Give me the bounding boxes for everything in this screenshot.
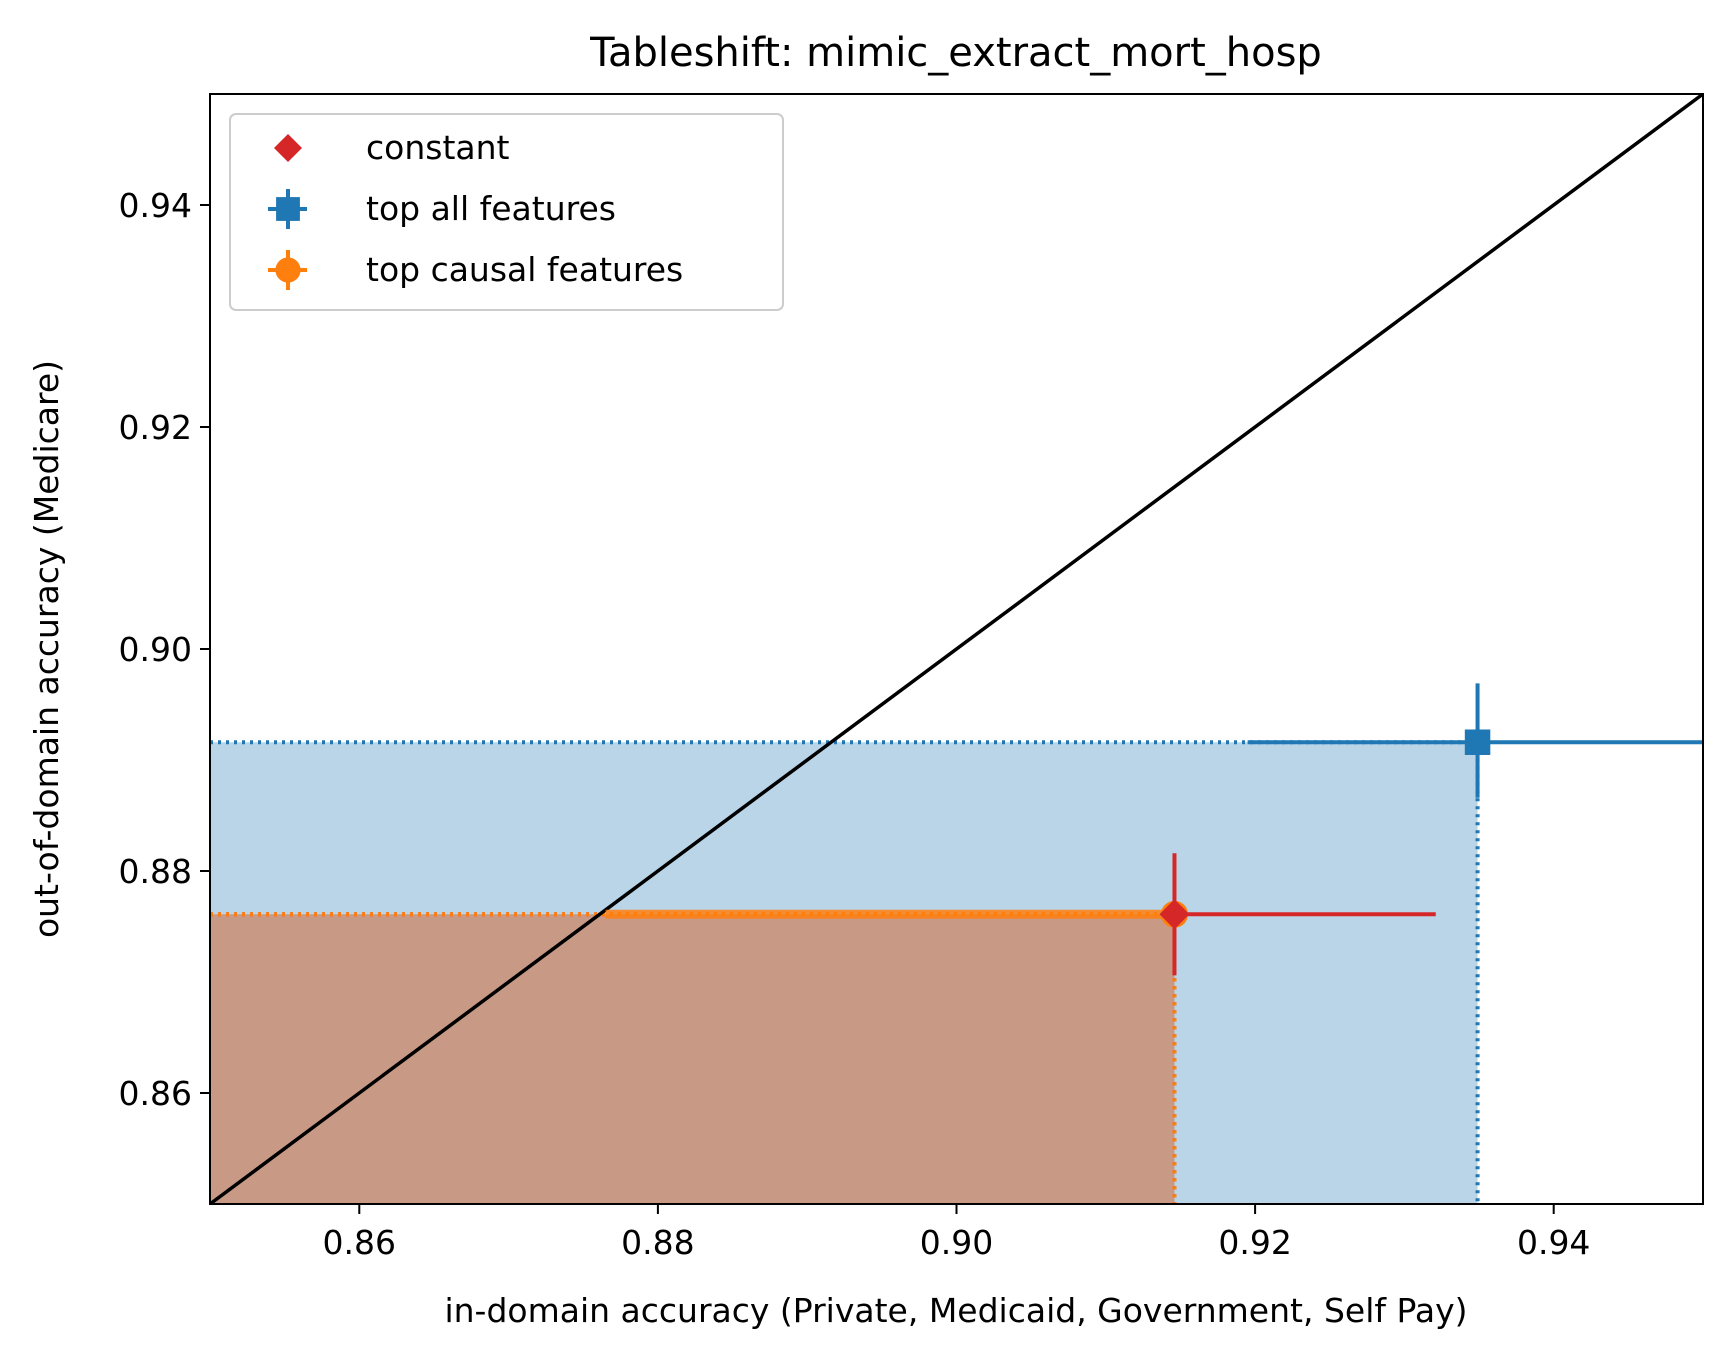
x-tick-label: 0.88: [621, 1223, 694, 1262]
legend-marker-top-all-features: [276, 197, 300, 221]
plot-area: [210, 94, 1703, 1204]
legend-label-top-causal-features: top causal features: [366, 250, 683, 289]
x-tick-label: 0.92: [1218, 1223, 1291, 1262]
x-axis-ticks: 0.86 0.88 0.90 0.92 0.94: [323, 1204, 1590, 1262]
y-tick-label: 0.90: [119, 630, 192, 669]
chart-title: Tableshift: mimic_extract_mort_hosp: [589, 30, 1322, 76]
legend-label-top-all-features: top all features: [366, 189, 616, 228]
x-axis-label: in-domain accuracy (Private, Medicaid, G…: [444, 1291, 1467, 1330]
legend-frame: [229, 113, 784, 311]
legend-entries: constant top all features top causal featu…: [268, 128, 683, 290]
region-top-causal-features: [210, 914, 1175, 1204]
shaded-regions: [210, 742, 1478, 1204]
marker-top-all-features: [1464, 729, 1491, 755]
y-tick-label: 0.92: [119, 408, 192, 447]
x-tick-label: 0.86: [323, 1223, 396, 1262]
x-tick-label: 0.90: [920, 1223, 993, 1262]
legend-label-constant: constant: [366, 128, 510, 167]
y-tick-label: 0.94: [119, 186, 192, 225]
legend: constant top all features top causal featu…: [229, 113, 784, 311]
x-tick-label: 0.94: [1517, 1223, 1590, 1262]
diagonal-layer: [210, 94, 1703, 1204]
legend-marker-constant: [274, 134, 302, 162]
legend-marker-top-causal-features: [275, 257, 301, 283]
y-tick-label: 0.88: [119, 852, 192, 891]
y-tick-label: 0.86: [119, 1074, 192, 1113]
data-markers: [1159, 729, 1491, 930]
diagonal-line: [210, 94, 1703, 1204]
y-axis-ticks: 0.86 0.88 0.90 0.92 0.94: [119, 186, 210, 1113]
y-axis-label: out-of-domain accuracy (Medicare): [27, 360, 66, 938]
marker-constant: [1159, 899, 1190, 930]
